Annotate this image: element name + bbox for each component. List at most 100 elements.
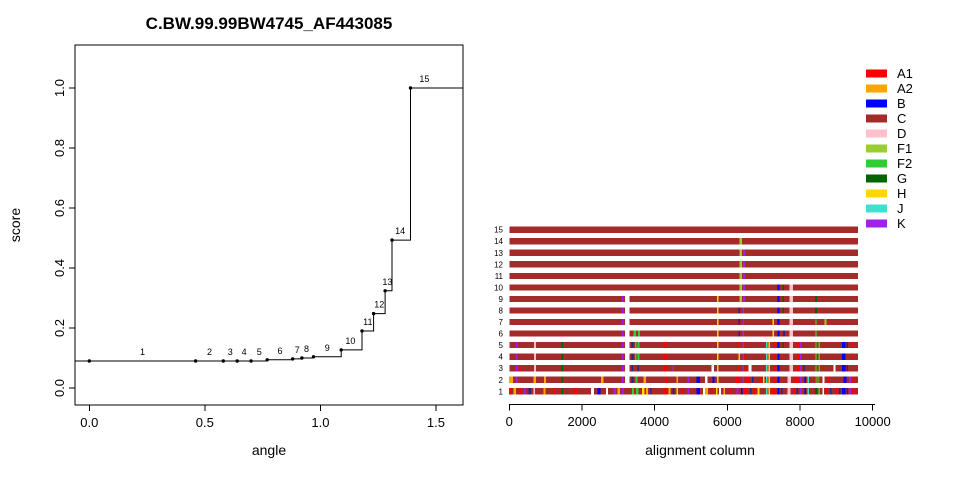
bar-stripe [663,342,667,349]
bar-stripe [543,376,546,383]
bar-stripe [638,330,640,337]
bar-row-label: 9 [499,295,504,304]
plot-box [74,44,464,406]
bar-stripe [625,376,630,383]
bar-stripe [711,365,714,372]
bar-stripe [773,353,776,360]
bar-row-label: 13 [494,249,503,258]
legend-label: A2 [897,81,913,96]
legend-item: F1 [866,141,912,156]
bar-stripe [637,342,640,349]
bar-stripe [625,342,630,349]
bar-stripe [842,365,846,372]
bar-stripe [814,342,818,349]
bar-stripe [777,342,780,349]
bar-stripe [818,365,820,372]
bar-stripe [515,353,518,360]
legend-label: B [897,96,906,111]
legend-label: C [897,111,906,126]
bar-stripe [796,353,800,360]
bar-stripe [835,388,838,395]
x-tick-label: 8000 [786,414,815,429]
bar-stripe [765,353,768,360]
bar-stripe [621,307,624,314]
bar-stripe [822,388,824,395]
bar-stripe [789,342,793,349]
bar-stripe [765,342,768,349]
bar-stripe [712,376,715,383]
x-tick-label: 10000 [855,414,891,429]
bar-stripe [773,342,776,349]
bar-stripe [738,318,741,326]
bar-stripe [663,388,667,395]
right-chart-axis: 0 2000 4000 6000 8000 10000 [506,404,891,429]
bar-stripe [802,365,805,372]
bar-stripe [528,388,531,395]
bar-row: 10 [494,283,858,292]
bar-stripe [852,388,855,395]
data-point-dot [291,357,295,361]
bar-stripe [814,365,818,372]
bar-base [509,376,858,383]
bar-stripe [710,388,713,395]
bar-stripe [789,353,793,360]
bar-stripe [621,353,624,360]
bar-stripe [742,330,745,337]
bar-row-label: 11 [495,272,504,281]
legend-swatch [866,99,887,108]
bar-stripe [796,365,800,372]
bar-base [509,226,858,233]
bar-stripe [663,365,667,372]
step-line [75,87,463,362]
bar-stripe [719,388,722,395]
bar-stripe [681,388,683,395]
data-point-label: 1 [140,347,145,357]
bar-base [509,284,858,291]
bar-stripe [782,307,785,314]
bar-stripe [543,388,546,395]
bar-row: 2 [499,376,858,385]
bar-stripe [846,365,848,372]
bar-stripe [782,342,785,349]
bar-stripe [850,353,853,360]
bar-stripe [739,261,742,268]
bar-stripe [553,388,556,395]
x-tick-label: 6000 [713,414,742,429]
bar-stripe [793,388,796,395]
bar-stripe [561,353,564,360]
legend-swatch [866,204,887,213]
data-point-dot [383,289,387,293]
bar-row: 7 [499,318,858,327]
bar-stripe [818,342,820,349]
bar-stripe [617,388,620,395]
bar-stripe [716,342,719,349]
bar-stripe [702,388,706,395]
legend-swatch [866,219,887,228]
bar-stripe [634,342,637,349]
bar-stripe [787,376,791,383]
data-point-label: 8 [304,344,309,354]
bar-stripe [814,388,818,395]
bar-stripe [716,376,719,383]
bar-stripe [601,376,604,383]
bar-stripe [646,388,648,395]
bar-stripe [625,295,630,302]
bar-stripe [807,388,810,395]
y-tick-label: 0.2 [52,319,67,337]
bar-stripe [742,365,745,372]
bar-stripe [613,388,616,395]
bar-stripe [637,353,640,360]
bar-stripe [765,376,768,383]
bar-stripe [789,295,793,302]
left-chart-ylabel: score [7,208,23,242]
bar-stripe [738,353,741,360]
bar-stripe [706,388,708,395]
bar-stripe [631,353,634,360]
bar-stripe [741,388,743,395]
bar-stripe [739,272,742,279]
bar-stripe [846,342,848,349]
left-chart-axes: 0.0 0.5 1.0 1.5 0.0 0.2 0.4 0.6 0.8 1.0 [52,44,464,430]
bar-stripe [672,365,674,372]
data-point-label: 14 [395,226,405,236]
